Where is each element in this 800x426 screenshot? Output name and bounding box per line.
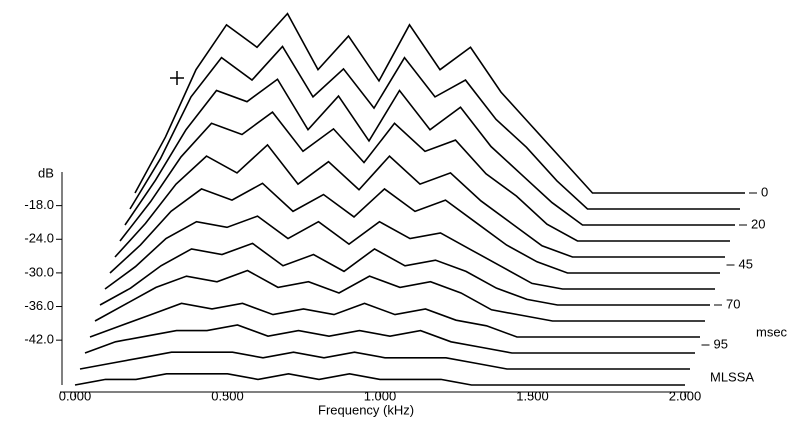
x-tick-label: 2.000: [669, 388, 702, 403]
slice-line: [74, 372, 685, 386]
slice-line: [119, 110, 730, 242]
slice-line: [124, 78, 735, 226]
x-tick-label: 0.000: [59, 388, 92, 403]
z-tick-label: 95: [714, 336, 728, 351]
x-axis-label: Frequency (kHz): [318, 402, 414, 417]
slice-line: [109, 182, 720, 274]
annotation: MLSSA: [710, 369, 754, 384]
y-axis-label: dB: [38, 165, 54, 180]
y-tick-label: -18.0: [24, 197, 54, 212]
slice-line: [134, 12, 745, 194]
slice-line: [94, 269, 705, 322]
x-tick-label: 0.500: [211, 388, 244, 403]
slice-line: [104, 215, 715, 290]
slice-line: [114, 143, 725, 258]
z-tick-label: 20: [751, 216, 765, 231]
slice-line: [99, 242, 710, 306]
z-axis-label: msec: [756, 324, 788, 339]
x-tick-label: 1.500: [516, 388, 549, 403]
y-tick-label: -36.0: [24, 298, 54, 313]
y-tick-label: -24.0: [24, 231, 54, 246]
cursor: [170, 71, 184, 85]
z-tick-label: 70: [726, 296, 740, 311]
y-tick-label: -30.0: [24, 264, 54, 279]
slice-fill: [75, 373, 685, 385]
slice-line: [129, 45, 740, 210]
slice-fill: [85, 324, 695, 353]
slice-line: [84, 324, 695, 354]
slice-fill: [80, 352, 690, 369]
slice-line: [89, 302, 700, 338]
slice-line: [79, 351, 690, 370]
z-tick-label: 45: [739, 256, 753, 271]
x-tick-label: 1.000: [364, 388, 397, 403]
y-tick-label: -42.0: [24, 332, 54, 347]
z-tick-label: 0: [761, 184, 768, 199]
